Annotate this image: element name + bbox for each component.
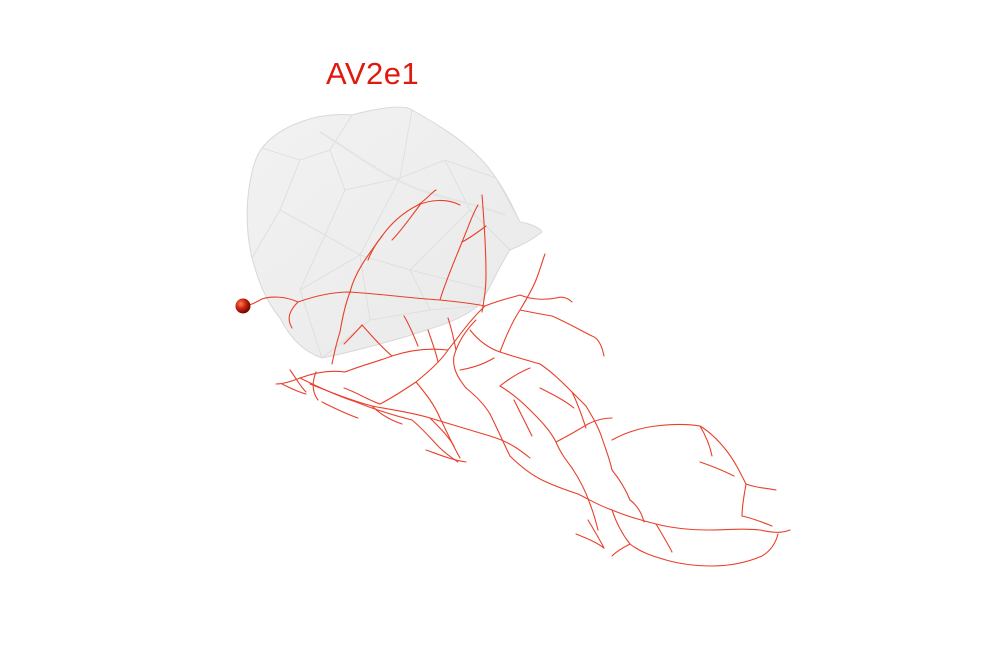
- neuropil-volume: [246, 106, 543, 359]
- neuron-arbor: [243, 189, 791, 567]
- neuron-title: AV2e1: [326, 56, 420, 91]
- volume-mesh-lines: [251, 109, 521, 359]
- soma-sphere: [235, 298, 251, 314]
